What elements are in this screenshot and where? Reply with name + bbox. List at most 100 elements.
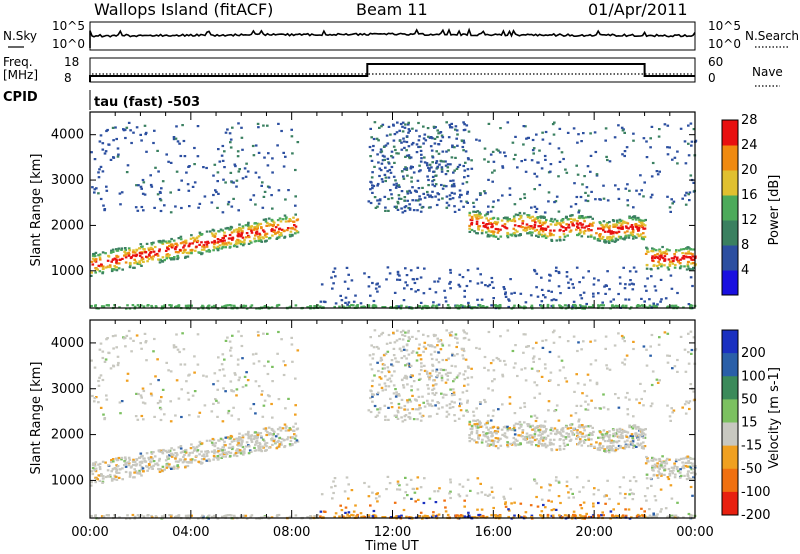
velocity-cell <box>186 391 190 394</box>
velocity-cell <box>229 346 233 349</box>
power-cell <box>543 154 547 158</box>
velocity-cell <box>255 442 258 445</box>
velocity-cell <box>377 347 380 350</box>
power-cell <box>475 217 479 220</box>
power-cell <box>606 237 609 240</box>
power-cell <box>247 224 250 228</box>
power-cell <box>373 196 377 199</box>
velocity-cell <box>550 514 554 517</box>
power-cell <box>404 166 407 169</box>
power-cell <box>101 170 105 173</box>
velocity-cell <box>241 357 244 360</box>
power-cell <box>230 181 234 184</box>
power-cell <box>510 234 514 237</box>
velocity-cell <box>540 486 543 489</box>
power-cell <box>582 276 585 279</box>
velocity-cell <box>262 427 266 430</box>
power-cell <box>527 214 531 217</box>
power-cell <box>445 201 449 204</box>
power-cell <box>458 273 462 276</box>
velocity-cell <box>443 499 446 502</box>
power-cell <box>147 247 150 250</box>
power-cell <box>614 239 618 242</box>
power-cell <box>119 258 122 261</box>
velocity-cell <box>294 377 297 380</box>
velocity-cell <box>476 508 479 511</box>
power-cell <box>499 235 503 238</box>
power-cell <box>259 222 263 225</box>
velocity-cell <box>605 364 608 367</box>
power-cell <box>575 195 579 199</box>
power-cell <box>504 226 508 229</box>
power-cell <box>653 285 657 288</box>
velocity-cell <box>504 425 507 428</box>
velocity-cell <box>606 439 610 443</box>
power-cell <box>294 195 297 198</box>
power-cell <box>601 235 605 239</box>
velocity-cell <box>630 492 634 495</box>
power-cell <box>276 219 280 222</box>
power-cell <box>524 301 528 304</box>
power-cell <box>595 173 599 176</box>
power-cell <box>475 220 479 223</box>
power-cell <box>668 263 671 266</box>
power-cell <box>577 133 580 136</box>
velocity-cell <box>90 470 94 473</box>
power-cell <box>684 252 687 255</box>
velocity-cell <box>504 502 507 506</box>
velocity-cell <box>685 478 689 481</box>
power-cell <box>375 283 378 286</box>
velocity-cell <box>150 452 154 455</box>
power-cell <box>200 233 204 236</box>
velocity-cell <box>663 331 667 334</box>
velocity-cell <box>288 427 292 430</box>
velocity-cell <box>409 478 413 481</box>
power-cell <box>253 227 257 230</box>
power-cell <box>618 221 621 224</box>
power-cell <box>145 242 149 245</box>
velocity-cell <box>642 441 645 444</box>
power-cell <box>319 305 322 308</box>
velocity-cell <box>466 478 470 481</box>
velocity-cell <box>149 456 153 459</box>
velocity-cell <box>630 433 634 436</box>
power-cell <box>549 170 552 173</box>
power-cell <box>154 253 157 256</box>
velocity-cell <box>172 467 176 470</box>
velocity-cell <box>650 484 653 487</box>
power-cell <box>636 304 640 307</box>
power-cell <box>291 152 294 155</box>
velocity-cell <box>480 491 484 494</box>
power-cell <box>535 207 539 210</box>
power-cell <box>393 205 397 208</box>
power-cell <box>383 306 387 309</box>
power-cell <box>125 171 129 174</box>
velocity-cell <box>614 440 618 443</box>
velocity-cell <box>458 495 462 498</box>
velocity-cell <box>513 501 516 504</box>
velocity-cell <box>133 515 137 518</box>
power-cell <box>519 216 523 219</box>
velocity-cell <box>574 412 578 415</box>
power-cell <box>486 285 490 288</box>
velocity-cell <box>437 340 440 343</box>
power-cell <box>617 188 620 191</box>
power-cell <box>542 216 546 219</box>
velocity-cell <box>445 404 449 407</box>
velocity-cell <box>690 468 693 471</box>
power-cell <box>501 194 504 197</box>
power-cell <box>585 225 588 228</box>
velocity-cell <box>591 433 594 436</box>
velocity-cell <box>287 429 290 432</box>
velocity-cell <box>99 406 103 409</box>
velocity-cell <box>603 440 607 443</box>
power-cell <box>408 157 412 160</box>
power-cell <box>271 234 274 237</box>
power-cell <box>678 249 681 252</box>
power-cell <box>333 305 336 309</box>
velocity-cell <box>216 379 220 383</box>
power-cell <box>402 175 405 178</box>
power-cell <box>149 246 153 249</box>
power-cell <box>584 199 588 202</box>
power-cell <box>410 288 413 291</box>
